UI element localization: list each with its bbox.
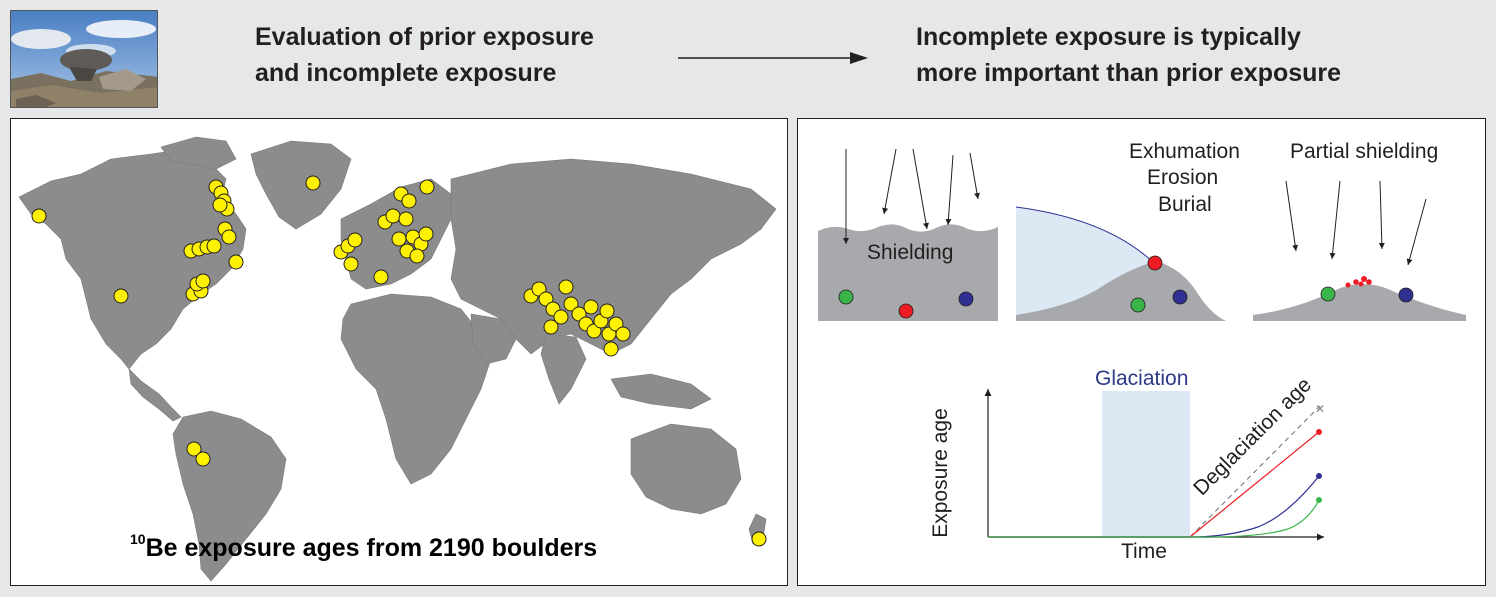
partial-shielding-ground: [1253, 284, 1466, 321]
burial-label: Burial: [1158, 193, 1212, 216]
map-title-text: Be exposure ages from 2190 boulders: [145, 534, 598, 562]
header-left-line2: and incomplete exposure: [255, 59, 557, 87]
time-axis-label: Time: [1121, 540, 1167, 563]
sample-marker: [563, 296, 579, 312]
green-sample-dot: [838, 289, 854, 305]
red-sample-dot: [898, 303, 914, 319]
sample-marker: [418, 226, 434, 242]
ice-margin-line: [1015, 206, 1156, 265]
glaciation-band: [1102, 391, 1190, 537]
header-left-line1: Evaluation of prior exposure: [255, 23, 594, 51]
sample-marker: [583, 299, 599, 315]
green-sample-dot: [1130, 297, 1146, 313]
sample-marker: [401, 193, 417, 209]
sample-marker: [409, 248, 425, 264]
asia-landmass: [450, 158, 777, 355]
sample-marker: [186, 441, 202, 457]
blue-sample-dot: [1172, 289, 1188, 305]
moraine-ground: [1016, 261, 1226, 321]
india-landmass: [540, 333, 587, 405]
schematic-diagram: ✕: [818, 148, 1466, 541]
sample-marker: [558, 279, 574, 295]
central-america-landmass: [128, 368, 182, 422]
map-title: 10Be exposure ages from 2190 boulders: [130, 531, 598, 563]
sample-marker: [212, 197, 228, 213]
header-arrow: [678, 52, 868, 64]
red-clast-dot: [1358, 281, 1364, 287]
deglaciation-marker-x: ✕: [1315, 402, 1325, 416]
green-age-curve: [988, 499, 1320, 538]
red-sample-dot: [1147, 255, 1163, 271]
erosion-label: Erosion: [1147, 166, 1219, 189]
green-curve-end: [1316, 497, 1322, 503]
exposure-age-axis-label: Exposure age: [929, 408, 952, 538]
sample-marker: [195, 273, 211, 289]
sample-marker: [543, 319, 559, 335]
arabia-landmass: [470, 313, 517, 365]
world-map: [18, 136, 777, 582]
australia-landmass: [630, 423, 742, 515]
sample-marker: [31, 208, 47, 224]
schematic-panel: ✕: [797, 118, 1486, 586]
sample-marker: [603, 341, 619, 357]
exhumation-label: Exhumation: [1129, 140, 1240, 163]
africa-landmass: [340, 293, 492, 485]
sample-markers: [31, 175, 767, 547]
blue-sample-dot: [958, 291, 974, 307]
landmasses: [18, 136, 777, 582]
blue-sample-dot: [1398, 287, 1414, 303]
sample-marker: [305, 175, 321, 191]
deglaciation-age-line: [1189, 405, 1321, 538]
sample-marker: [113, 288, 129, 304]
red-clast-dot: [1366, 279, 1372, 285]
green-sample-dot: [1320, 286, 1336, 302]
cosmic-ray-arrows-partial: [1285, 180, 1427, 266]
sample-marker: [751, 531, 767, 547]
sample-marker: [553, 309, 569, 325]
header-right-text: Incomplete exposure is typically more im…: [916, 19, 1341, 91]
red-clast-dot: [1361, 276, 1367, 282]
greenland-landmass: [250, 140, 352, 230]
boulder-photo: [10, 10, 158, 108]
red-clast-dot: [1345, 282, 1351, 288]
sample-marker: [228, 254, 244, 270]
sample-marker: [373, 269, 389, 285]
glaciation-label: Glaciation: [1095, 367, 1189, 390]
world-map-panel: [10, 118, 788, 586]
sample-marker: [347, 232, 363, 248]
se-asia-islands-landmass: [610, 373, 712, 410]
header-right-line1: Incomplete exposure is typically: [916, 23, 1301, 51]
sample-marker: [398, 211, 414, 227]
sample-marker: [615, 326, 631, 342]
sample-marker: [195, 451, 211, 467]
header-left-text: Evaluation of prior exposure and incompl…: [255, 19, 594, 91]
sample-marker: [206, 238, 222, 254]
sample-marker: [343, 256, 359, 272]
sample-marker: [385, 208, 401, 224]
cosmic-ray-arrows-shielding: [843, 148, 980, 244]
sample-marker: [221, 229, 237, 245]
shielding-label: Shielding: [867, 241, 954, 264]
partial-shielding-label: Partial shielding: [1290, 140, 1439, 163]
arctic-islands-landmass: [160, 136, 237, 170]
map-title-superscript: 10: [130, 531, 146, 547]
red-clast-dot: [1353, 279, 1359, 285]
sample-marker: [419, 179, 435, 195]
sample-marker: [391, 231, 407, 247]
shielding-ground: [818, 224, 998, 321]
header-right-line2: more important than prior exposure: [916, 59, 1342, 87]
blue-curve-end: [1316, 473, 1322, 479]
sample-marker: [599, 303, 615, 319]
red-curve-end: [1316, 429, 1322, 435]
